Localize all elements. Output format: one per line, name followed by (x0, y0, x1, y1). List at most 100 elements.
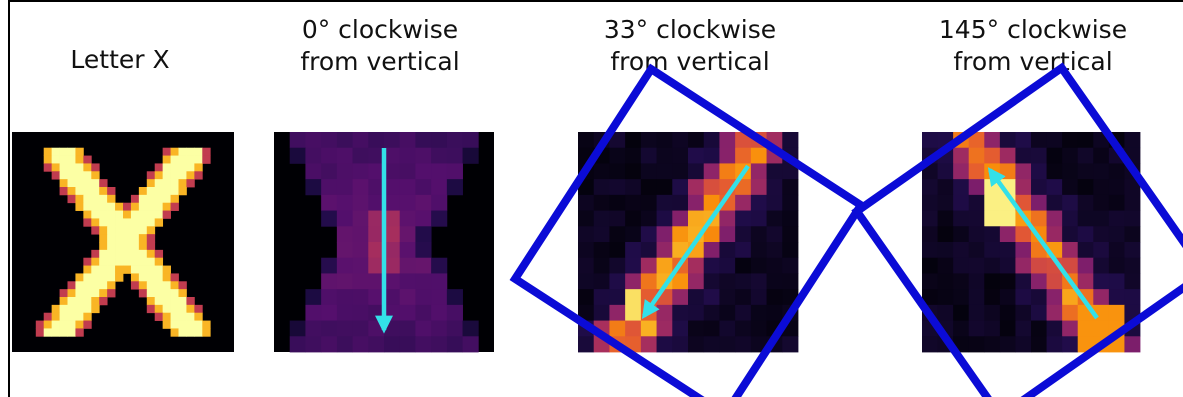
heatmap-0-deg-cell (336, 132, 353, 149)
heatmap-letter-x-cell (51, 163, 60, 172)
heatmap-letter-x-cell (138, 194, 148, 204)
rotation-box-145-deg (851, 62, 1183, 397)
heatmap-letter-x-cell (154, 163, 164, 172)
heatmap-letter-x-cell (107, 289, 116, 298)
heatmap-letter-x-cell (130, 226, 140, 235)
heatmap-145-deg-cell (1015, 336, 1032, 353)
heatmap-0-deg-cell (399, 336, 416, 353)
heatmap-33-deg-cell (703, 273, 720, 290)
heatmap-letter-x-cell (194, 320, 203, 329)
heatmap-33-deg-cell (703, 179, 720, 196)
label-0-deg: 0° clockwise from vertical (265, 14, 495, 78)
label-145-deg-line2: from vertical (953, 47, 1113, 76)
heatmap-letter-x-cell (170, 179, 179, 188)
heatmap-letter-x-cell (130, 210, 140, 219)
heatmap-33-deg-cell (609, 289, 626, 306)
heatmap-0-deg-cell (368, 132, 385, 149)
heatmap-33-deg-cell (609, 210, 626, 227)
heatmap-letter-x-cell (91, 304, 100, 314)
heatmap-letter-x-cell (59, 147, 68, 156)
heatmap-145-deg-cell (1031, 304, 1047, 321)
heatmap-letter-x-cell (146, 242, 156, 251)
heatmap-33-deg-cell (750, 320, 767, 337)
heatmap-letter-x-cell (130, 249, 140, 259)
heatmap-letter-x-cell (154, 265, 164, 274)
heatmap-0-deg-cell (384, 210, 401, 227)
heatmap-letter-x-cell (178, 328, 187, 337)
heatmap-33-deg-cell (703, 304, 720, 321)
heatmap-33-deg-cell (688, 320, 705, 337)
heatmap-33-deg-cell (735, 257, 752, 274)
heatmap-letter-x-cell (67, 281, 76, 290)
heatmap-0-deg-cell (336, 163, 353, 180)
heatmap-0-deg-cell (399, 226, 416, 243)
heatmap-145-deg-cell (1046, 132, 1063, 149)
heatmap-letter-x-cell (43, 320, 53, 329)
heatmap-0-deg-cell (431, 289, 448, 306)
heatmap-letter-x-cell (107, 249, 116, 259)
heatmap-145-deg-cell (1124, 289, 1141, 306)
heatmap-letter-x-cell (186, 320, 195, 329)
heatmap-letter-x-cell (194, 328, 203, 337)
heatmap-33-deg-cell (750, 210, 767, 227)
heatmap-33-deg-cell (593, 289, 610, 306)
heatmap-letter-x-cell (107, 265, 116, 274)
heatmap-145-deg-cell (1077, 179, 1094, 196)
heatmap-letter-x-cell (59, 163, 68, 172)
heatmap-letter-x-cell (170, 297, 179, 306)
heatmap-145-deg-cell (922, 289, 938, 306)
heatmap-letter-x-cell (123, 218, 132, 227)
heatmap-145-deg-cell (1015, 257, 1032, 274)
heatmap-0-deg-cell (352, 289, 369, 306)
heatmap-letter-x-cell (59, 179, 68, 188)
heatmap-letter-x-cell (43, 147, 53, 156)
direction-arrow-33-deg (641, 164, 750, 319)
heatmap-145-deg-cell (1124, 242, 1141, 259)
heatmap-145-deg-cell (953, 194, 970, 211)
heatmap-letter-x-cell (67, 289, 76, 298)
heatmap-letter-x-cell (162, 297, 171, 306)
heatmap-145-deg-cell (1124, 210, 1141, 227)
heatmap-145-deg-cell (1124, 179, 1141, 196)
label-33-deg-line1: 33° clockwise (603, 15, 777, 44)
heatmap-letter-x-cell (170, 202, 179, 211)
heatmap-letter-x-cell (75, 297, 84, 306)
heatmap-33-deg-cell (609, 226, 626, 243)
heatmap-145-deg-cell (1077, 242, 1094, 259)
heatmap-145-deg-cell (968, 194, 985, 211)
heatmap-145-deg-cell (968, 257, 985, 274)
heatmap-145-deg-cell (1108, 163, 1125, 180)
heatmap-letter-x-cell (130, 273, 140, 282)
heatmap-letter-x-cell (146, 202, 156, 211)
heatmap-0-deg-cell (446, 320, 463, 337)
heatmap-33-deg-cell (688, 273, 705, 290)
heatmap-145-deg-cell (1046, 273, 1063, 290)
heatmap-145-deg-cell (984, 273, 1001, 290)
heatmap-145-deg-cell (1093, 147, 1110, 164)
heatmap-33-deg-cell (625, 194, 642, 211)
heatmap-33-deg-cell (782, 257, 799, 274)
heatmap-letter-x-cell (130, 281, 140, 290)
heatmap-panels (12, 132, 1141, 353)
heatmap-0-deg-cell (336, 242, 353, 259)
heatmap-0-deg-cell (368, 273, 385, 290)
heatmap-33-deg-cell (735, 147, 752, 164)
heatmap-33-deg-cell (672, 147, 689, 164)
heatmap-33-deg-cell (672, 273, 689, 290)
heatmap-33-deg-cell (625, 132, 642, 149)
heatmap-145-deg-cell (984, 336, 1001, 353)
heatmap-letter-x-cell (99, 281, 108, 290)
heatmap-145-deg-cell (984, 132, 1001, 149)
heatmap-letter-x-cell (59, 155, 68, 164)
heatmap-letter-x-cell (107, 202, 116, 211)
heatmap-145-deg-cell (999, 226, 1016, 243)
heatmap-33-deg-cell (625, 242, 642, 259)
heatmap-letter-x-cell (75, 320, 84, 329)
heatmap-0-deg-cell (336, 147, 353, 164)
heatmap-letter-x-cell (67, 320, 76, 329)
heatmap-letter-x-cell (83, 320, 92, 329)
heatmap-letter-x-cell (115, 257, 124, 266)
heatmap-0-deg-cell (431, 320, 448, 337)
heatmap-33-deg-cell (593, 179, 610, 196)
heatmap-145-deg-cell (937, 210, 954, 227)
